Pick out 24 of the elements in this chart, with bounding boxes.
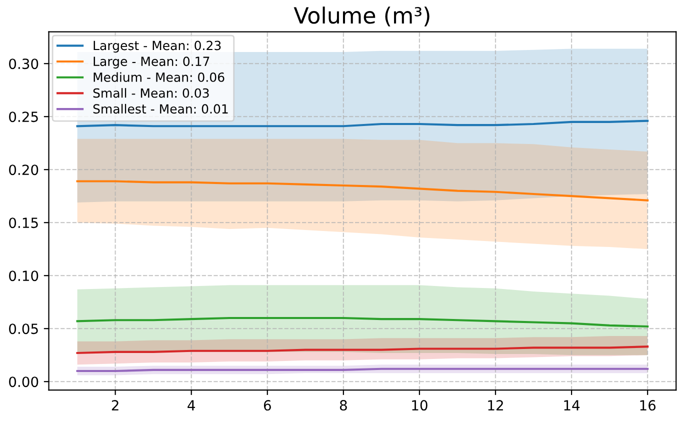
x-tick-label: 10 <box>412 400 428 411</box>
y-tick-label: 0.15 <box>9 218 38 228</box>
legend-label: Smallest - Mean: 0.01 <box>93 104 228 114</box>
y-tick-label: 0.30 <box>9 58 38 70</box>
legend-label: Large - Mean: 0.17 <box>94 56 210 68</box>
legend-label: Small - Mean: 0.03 <box>93 88 209 98</box>
legend-label: Medium - Mean: 0.06 <box>94 72 224 82</box>
x-tick-label: 16 <box>640 400 656 411</box>
legend-label: Largest - Mean: 0.23 <box>94 40 221 53</box>
x-tick-label: 12 <box>488 400 503 410</box>
x-tick-label: 4 <box>188 400 195 410</box>
x-tick-label: 14 <box>564 400 580 410</box>
y-tick-label: 0.10 <box>9 270 38 282</box>
x-tick-label: 8 <box>340 400 347 411</box>
y-tick-label: 0.05 <box>9 324 38 334</box>
y-tick-label: 0.00 <box>9 376 38 388</box>
x-tick-label: 6 <box>264 400 271 411</box>
x-tick-label: 2 <box>112 400 118 410</box>
chart-title: Volume (m³) <box>294 6 430 26</box>
line-series <box>76 180 649 202</box>
line-series <box>76 346 649 354</box>
line-series <box>76 316 649 328</box>
y-tick-label: 0.20 <box>9 164 38 176</box>
y-tick-label: 0.25 <box>9 112 38 122</box>
